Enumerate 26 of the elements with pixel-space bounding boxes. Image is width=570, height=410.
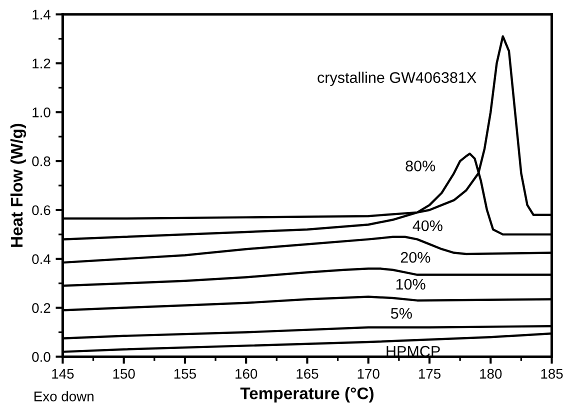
y-tick-label: 0.8 bbox=[32, 156, 50, 166]
x-tick-label: 175 bbox=[418, 369, 440, 379]
series-label: 80% bbox=[406, 160, 436, 172]
y-tick-label: 1.0 bbox=[32, 108, 50, 118]
y-tick-label: 0.4 bbox=[32, 254, 50, 264]
series-label: 10% bbox=[396, 278, 426, 290]
x-tick-label: 155 bbox=[174, 369, 196, 379]
y-axis-title: Heat Flow (W/g) bbox=[10, 124, 26, 247]
y-tick-label: 0.0 bbox=[32, 352, 50, 362]
x-tick-label: 170 bbox=[358, 368, 380, 379]
y-tick-label: 0.6 bbox=[32, 205, 50, 216]
x-tick-label: 150 bbox=[113, 368, 135, 379]
series-label: crystalline GW406381X bbox=[318, 72, 476, 86]
y-tick-label: 1.4 bbox=[32, 10, 50, 20]
text: Exo down bbox=[34, 391, 94, 402]
x-tick-label: 145 bbox=[52, 369, 74, 379]
x-axis-title: Temperature (°C) bbox=[240, 387, 374, 403]
series-label: 40% bbox=[412, 220, 442, 232]
y-tick-label: 0.2 bbox=[32, 303, 50, 313]
x-tick-label: 180 bbox=[480, 368, 502, 379]
y-tick-label: 1.2 bbox=[32, 58, 50, 68]
x-tick-label: 160 bbox=[236, 368, 258, 379]
series-label: 5% bbox=[390, 308, 412, 319]
x-tick-label: 165 bbox=[296, 368, 318, 379]
series-label: 20% bbox=[400, 252, 430, 263]
x-tick-label: 185 bbox=[541, 368, 563, 379]
